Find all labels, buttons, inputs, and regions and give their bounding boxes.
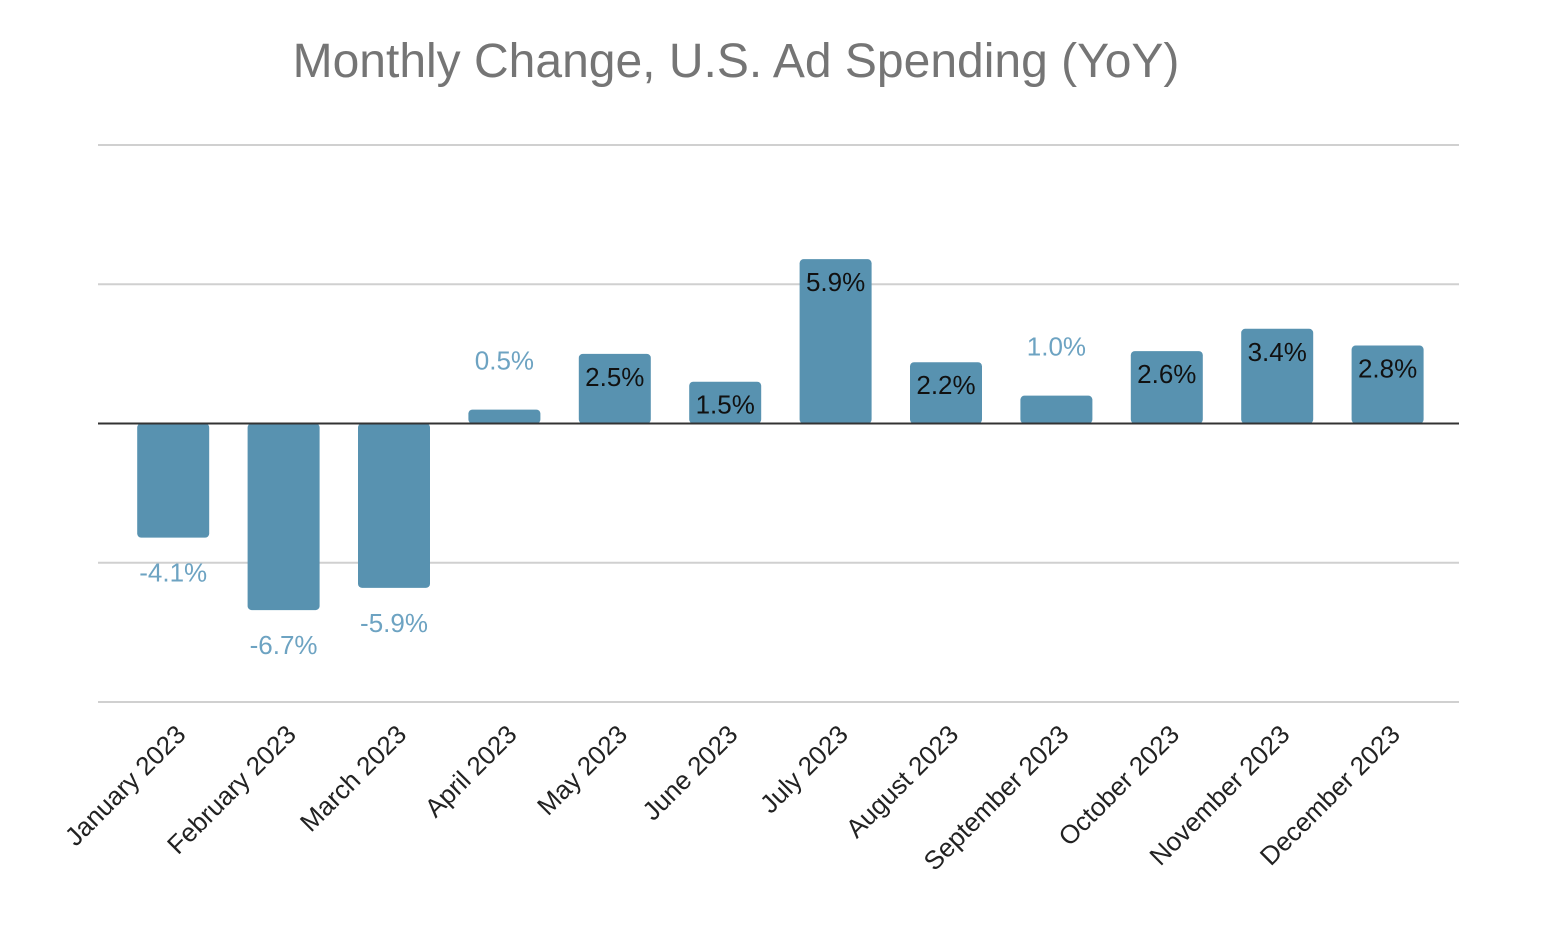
- x-tick-label: March 2023: [294, 719, 412, 837]
- x-tick-label: May 2023: [531, 719, 633, 821]
- bar-july-2023: [799, 259, 872, 424]
- bar-september-2023: [1020, 395, 1093, 424]
- bar-may-2023: [578, 353, 651, 424]
- data-label: -5.9%: [360, 608, 428, 638]
- data-label: 2.5%: [585, 362, 644, 392]
- bar-october-2023: [1130, 351, 1203, 424]
- bars: [137, 259, 1424, 611]
- data-label: 3.4%: [1248, 337, 1307, 367]
- bar-december-2023: [1351, 345, 1424, 424]
- x-tick-label: April 2023: [419, 719, 523, 823]
- bar-june-2023: [689, 381, 762, 424]
- data-label: 2.6%: [1137, 359, 1196, 389]
- bar-january-2023: [137, 423, 210, 538]
- x-tick-label: July 2023: [754, 719, 854, 819]
- data-label: 2.2%: [916, 370, 975, 400]
- data-label: -6.7%: [250, 630, 318, 660]
- bar-march-2023: [358, 423, 430, 588]
- data-label: 2.8%: [1358, 354, 1417, 384]
- data-labels: -4.1% -6.7% -5.9% 0.5% 2.5% 1.5% 5.9% 2.2% 1.0% 2…: [139, 267, 1417, 660]
- data-label: 5.9%: [806, 267, 865, 297]
- chart-title: Monthly Change, U.S. Ad Spending (YoY): [292, 35, 1180, 88]
- bar-august-2023: [910, 362, 982, 424]
- x-tick-label: August 2023: [840, 719, 964, 843]
- data-label: 1.5%: [696, 390, 755, 420]
- data-label: -4.1%: [139, 558, 207, 588]
- gridlines: [98, 144, 1459, 703]
- bar-november-2023: [1241, 328, 1314, 424]
- bar-april-2023: [468, 409, 541, 424]
- data-label: 1.0%: [1027, 332, 1086, 362]
- data-label: 0.5%: [475, 346, 534, 376]
- bar-february-2023: [247, 423, 320, 611]
- x-tick-label: June 2023: [636, 719, 743, 826]
